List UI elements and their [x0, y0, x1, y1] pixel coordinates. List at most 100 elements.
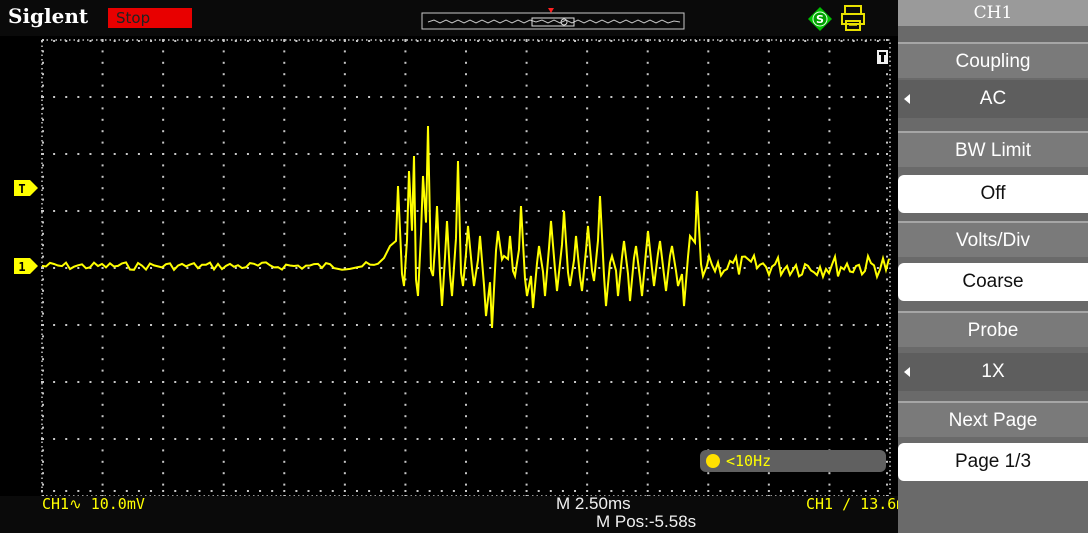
- grid-dot: [222, 232, 225, 235]
- grid-dot: [683, 210, 686, 212]
- grid-dot: [404, 61, 407, 64]
- grid-dot: [174, 381, 177, 383]
- menu-item-volts-div[interactable]: Volts/Div Coarse: [898, 215, 1088, 303]
- grid-dot: [767, 278, 770, 281]
- grid-dot: [210, 324, 213, 326]
- grid-dot: [355, 438, 358, 440]
- menu-item-next-page[interactable]: Next Page Page 1/3: [898, 395, 1088, 483]
- grid-dot: [634, 267, 637, 269]
- grid-dot: [465, 312, 467, 315]
- grid-dot: [598, 324, 601, 326]
- grid-dot: [65, 438, 68, 440]
- grid-dot: [561, 324, 564, 326]
- menu-item-bw-limit[interactable]: BW Limit Off: [898, 125, 1088, 213]
- grid-dot: [767, 164, 770, 167]
- grid-dot: [465, 267, 467, 269]
- grid-dot: [767, 107, 770, 110]
- grid-dot: [65, 267, 68, 269]
- menu-item-value[interactable]: 1X: [898, 353, 1088, 391]
- grid-dot: [549, 210, 552, 212]
- grid-dot: [343, 438, 346, 440]
- grid-dot: [828, 244, 831, 247]
- grid-dot: [707, 301, 710, 304]
- menu-item-value[interactable]: Page 1/3: [898, 443, 1088, 481]
- grid-dot: [886, 426, 888, 429]
- grid-dot: [731, 40, 734, 42]
- grid-dot: [695, 438, 698, 440]
- grid-dot: [586, 312, 589, 315]
- grid-dot: [343, 107, 346, 110]
- grid-dot: [234, 381, 237, 383]
- grid-dot: [886, 483, 888, 486]
- menu-item-value[interactable]: Coarse: [898, 263, 1088, 301]
- grid-dot: [368, 381, 371, 383]
- grid-dot: [101, 392, 104, 395]
- grid-dot: [234, 267, 237, 269]
- grid-dot: [343, 472, 346, 475]
- grid-dot: [828, 415, 831, 418]
- grid-dot: [101, 107, 104, 110]
- grid-dot: [886, 39, 888, 41]
- grid-dot: [634, 490, 637, 492]
- menu-item-coupling[interactable]: Coupling AC: [898, 38, 1088, 126]
- grid-dot: [586, 96, 589, 98]
- grid-dot: [210, 490, 213, 492]
- grid-dot: [234, 438, 237, 440]
- grid-dot: [162, 403, 165, 406]
- grid-dot: [646, 324, 649, 326]
- grid-dot: [307, 40, 310, 42]
- grid-dot: [113, 153, 116, 155]
- grid-dot: [719, 96, 722, 98]
- grid-dot: [162, 232, 165, 235]
- grid-dot: [586, 415, 589, 418]
- grid-dot: [767, 118, 770, 121]
- grid-dot: [767, 73, 770, 76]
- grid-dot: [610, 40, 613, 42]
- grid-dot: [150, 438, 153, 440]
- grid-dot: [525, 392, 528, 395]
- grid-dot: [283, 153, 286, 155]
- grid-dot: [574, 267, 577, 269]
- grid-dot: [53, 153, 56, 155]
- menu-item-probe[interactable]: Probe 1X: [898, 305, 1088, 393]
- grid-dot: [53, 438, 56, 440]
- menu-item-value[interactable]: Off: [898, 175, 1088, 213]
- grid-dot: [501, 490, 504, 492]
- grid-dot: [53, 96, 56, 98]
- grid-dot: [828, 73, 831, 76]
- grid-dot: [646, 130, 649, 133]
- grid-dot: [307, 96, 310, 98]
- printer-icon[interactable]: [840, 4, 866, 32]
- grid-dot: [137, 96, 140, 98]
- grid-dot: [525, 267, 528, 269]
- grid-dot: [283, 381, 286, 383]
- grid-dot: [246, 40, 249, 42]
- grid-dot: [755, 96, 758, 98]
- grid-dot: [525, 415, 528, 418]
- menu-item-value[interactable]: AC: [898, 80, 1088, 118]
- grid-dot: [162, 130, 165, 133]
- grid-dot: [828, 153, 831, 155]
- grid-dot: [343, 73, 346, 76]
- grid-dot: [162, 438, 165, 440]
- grid-dot: [65, 96, 68, 98]
- grid-dot: [646, 107, 649, 110]
- grid-dot: [886, 358, 888, 361]
- grid-dot: [319, 324, 322, 326]
- grid-dot: [658, 490, 661, 492]
- run-stop-status[interactable]: Stop: [108, 8, 192, 28]
- grid-dot: [465, 84, 467, 87]
- chevron-left-icon: [904, 94, 910, 104]
- grid-dot: [283, 198, 286, 201]
- grid-dot: [186, 153, 189, 155]
- grid-dot: [42, 449, 44, 452]
- grid-dot: [731, 324, 734, 326]
- grid-dot: [222, 84, 225, 87]
- grid-dot: [513, 96, 516, 98]
- grid-dot: [77, 324, 80, 326]
- grid-dot: [283, 346, 286, 349]
- grid-dot: [343, 175, 346, 178]
- grid-dot: [840, 40, 843, 42]
- grid-dot: [428, 490, 431, 492]
- grid-dot: [525, 244, 528, 247]
